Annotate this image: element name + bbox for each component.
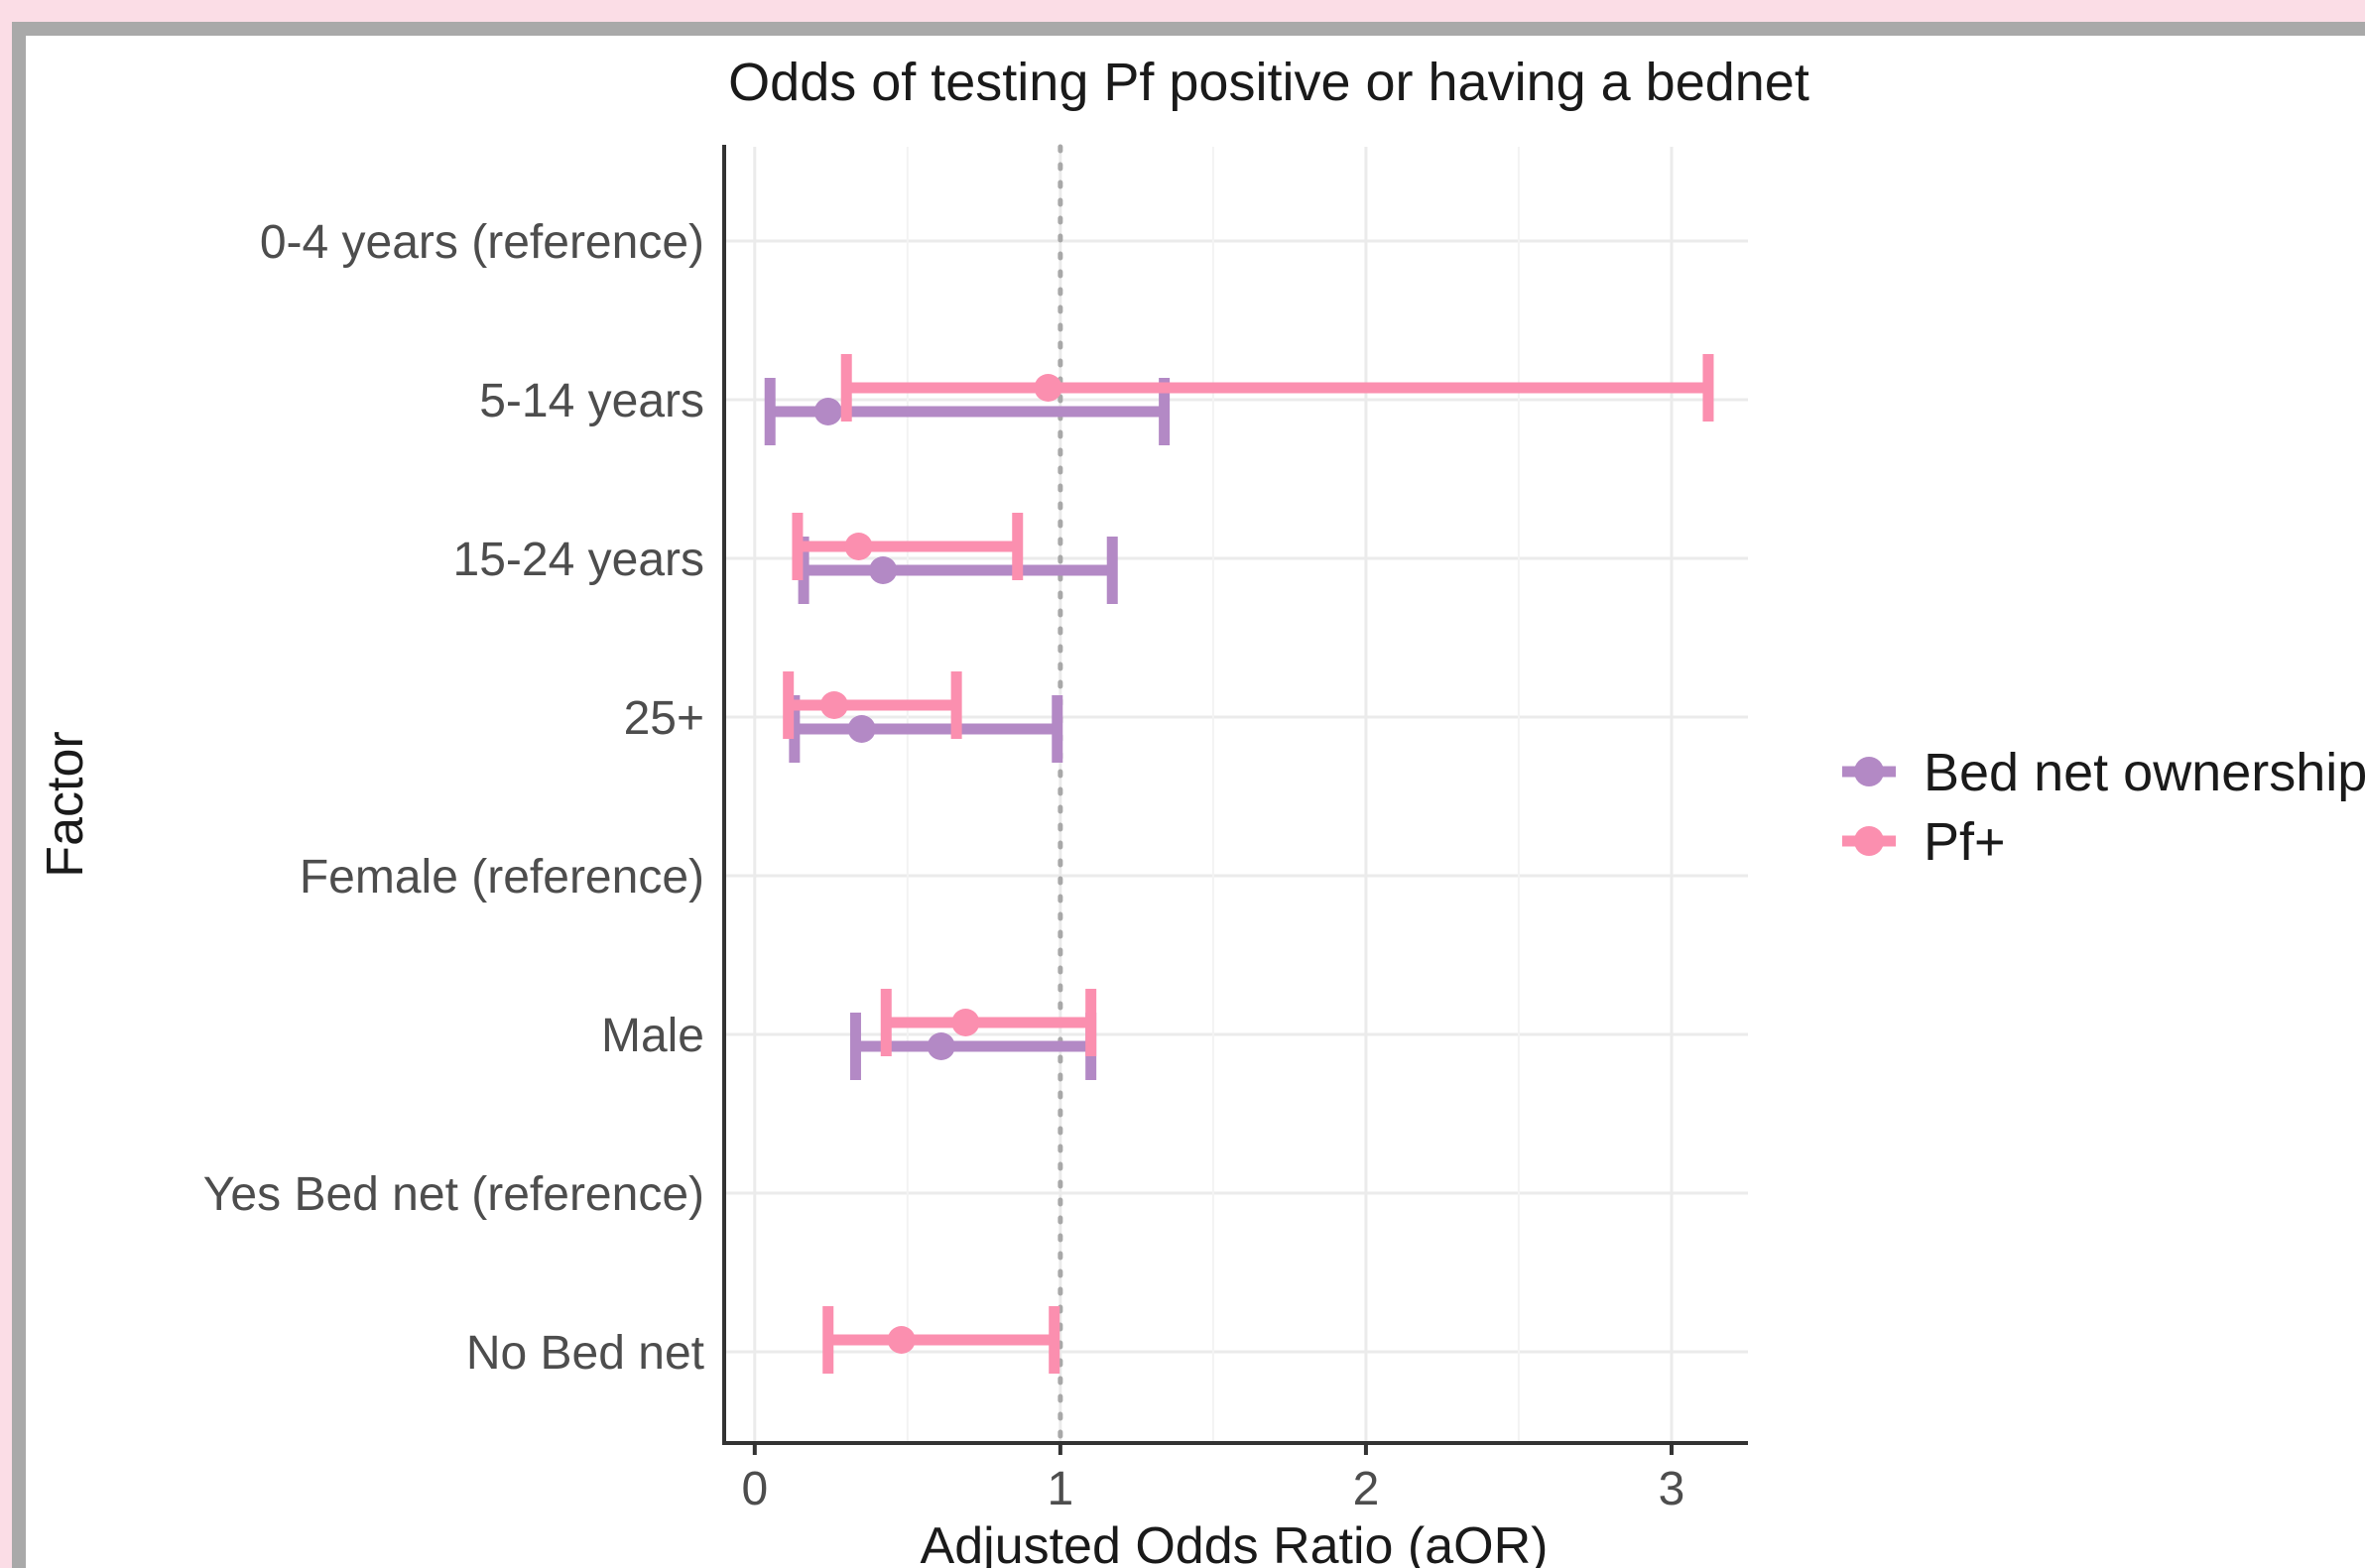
x-tick-label: 1 <box>1048 1463 1074 1515</box>
y-axis-labels: 0-4 years (reference) 5-14 years 15-24 yea… <box>203 216 704 1380</box>
estimate-point <box>1034 374 1062 402</box>
y-tick-label: Male <box>601 1010 704 1062</box>
legend-label: Pf+ <box>1924 812 2006 872</box>
legend-key-point <box>1854 826 1884 856</box>
y-tick-label: No Bed net <box>466 1327 704 1380</box>
y-tick-label: Female (reference) <box>300 851 704 904</box>
estimate-point <box>819 691 848 719</box>
estimate-point <box>844 533 873 560</box>
legend-item: Bed net ownership <box>1842 743 2365 802</box>
x-tick-label: 3 <box>1659 1463 1685 1515</box>
grid-lines <box>724 147 1748 1443</box>
x-tick-label: 0 <box>741 1463 768 1515</box>
estimate-point <box>951 1009 980 1036</box>
legend-item: Pf+ <box>1842 812 2006 872</box>
legend: Bed net ownership Pf+ <box>1842 743 2365 872</box>
axes <box>722 145 1748 1445</box>
y-tick-label: 0-4 years (reference) <box>260 216 704 269</box>
y-tick-label: 25+ <box>624 692 704 745</box>
estimate-point <box>869 556 898 584</box>
series-layer <box>764 354 1714 1374</box>
estimate-point <box>813 398 842 425</box>
forest-plot: Odds of testing Pf positive or having a … <box>37 53 2365 1568</box>
legend-key-point <box>1854 757 1884 786</box>
series-pf- <box>783 354 1714 1374</box>
chart-title: Odds of testing Pf positive or having a … <box>728 53 1809 112</box>
estimate-point <box>927 1032 955 1060</box>
legend-label: Bed net ownership <box>1924 743 2365 802</box>
y-axis-title: Factor <box>37 731 94 877</box>
chart-panel: Odds of testing Pf positive or having a … <box>12 22 2365 1568</box>
y-tick-label: 15-24 years <box>453 534 704 586</box>
x-axis-ticks: 0 1 2 3 <box>741 1443 1684 1515</box>
x-axis-title: Adjusted Odds Ratio (aOR) <box>921 1517 1549 1568</box>
y-tick-label: Yes Bed net (reference) <box>203 1168 704 1221</box>
estimate-point <box>887 1326 916 1354</box>
y-tick-label: 5-14 years <box>479 375 704 427</box>
series-bed-net-ownership <box>764 378 1171 1080</box>
x-tick-label: 2 <box>1353 1463 1380 1515</box>
estimate-point <box>847 715 876 743</box>
